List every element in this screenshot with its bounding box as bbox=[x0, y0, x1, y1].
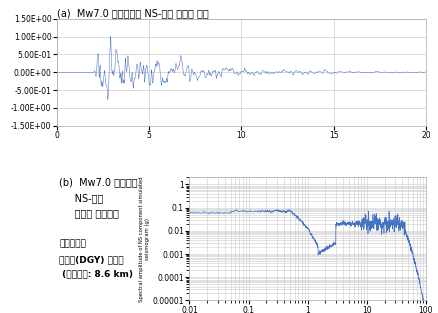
Y-axis label: Spectral amplitude of NS component simulated
seismogram (g): Spectral amplitude of NS component simul… bbox=[138, 176, 149, 302]
Text: NS-성분: NS-성분 bbox=[59, 193, 103, 203]
Text: 오대산지진: 오대산지진 bbox=[59, 239, 86, 248]
Text: (진앙거리: 8.6 km): (진앙거리: 8.6 km) bbox=[59, 270, 133, 279]
Text: 대관령(DGY) 관측소: 대관령(DGY) 관측소 bbox=[59, 255, 124, 264]
Text: (a)  Mw7.0 모사지진파 NS-성분 가속도 파형: (a) Mw7.0 모사지진파 NS-성분 가속도 파형 bbox=[57, 8, 208, 18]
Text: (b)  Mw7.0 모사지진: (b) Mw7.0 모사지진 bbox=[59, 177, 138, 187]
Text: 가속도 스펙트럼: 가속도 스펙트럼 bbox=[59, 208, 119, 218]
